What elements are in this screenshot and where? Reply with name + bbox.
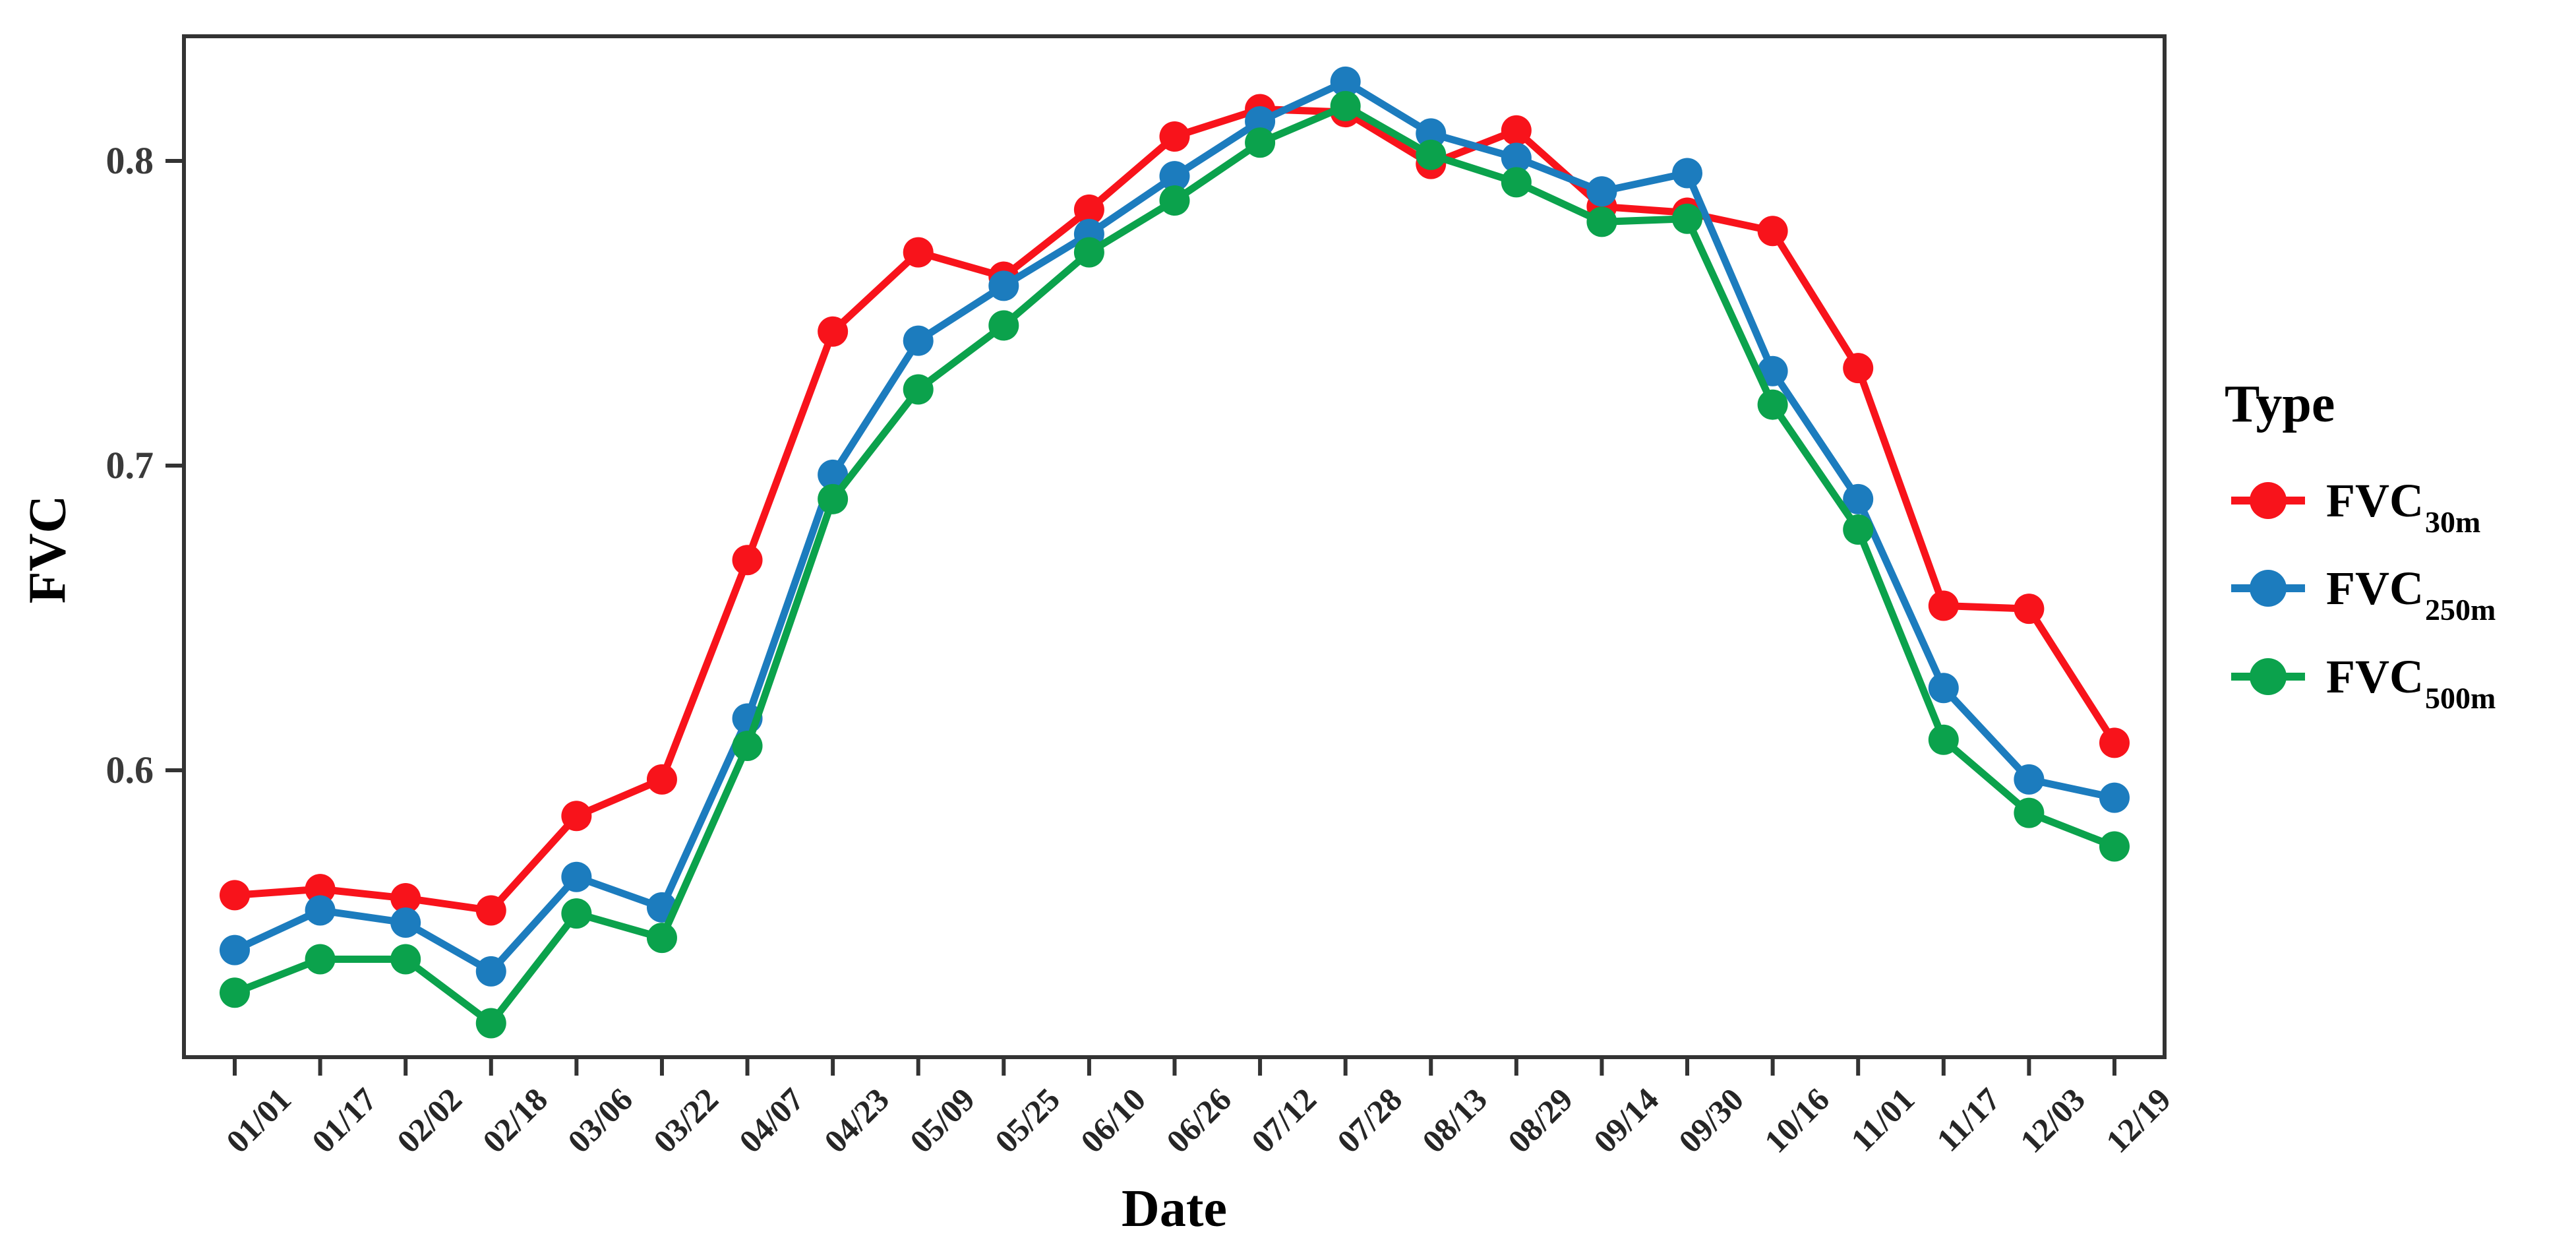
legend-label: FVC30m: [2326, 474, 2481, 539]
data-point-FVC30m-08/29: [1501, 115, 1532, 146]
data-point-FVC500m-12/03: [2014, 797, 2045, 828]
data-point-FVC500m-03/22: [646, 923, 677, 954]
legend-entry-FVC250m: FVC250m: [2229, 562, 2496, 627]
data-point-FVC250m-08/29: [1501, 142, 1532, 173]
data-point-FVC500m-06/26: [1159, 185, 1190, 216]
data-point-FVC500m-11/01: [1843, 514, 1874, 545]
data-point-FVC250m-12/19: [2099, 782, 2130, 813]
data-point-FVC30m-05/09: [903, 237, 934, 268]
legend-label: FVC250m: [2326, 561, 2496, 627]
legend-label: FVC500m: [2326, 650, 2496, 715]
data-point-FVC30m-02/18: [475, 895, 506, 926]
y-axis-title: FVC: [18, 495, 77, 604]
series-line-FVC30m: [231, 105, 2118, 915]
data-point-FVC500m-11/17: [1928, 724, 1959, 755]
data-point-FVC500m-10/16: [1757, 389, 1788, 420]
data-point-FVC250m-01/17: [305, 895, 336, 926]
legend: Type FVC30m FVC250m FVC500m: [2225, 0, 2574, 1255]
data-point-FVC30m-04/23: [818, 316, 849, 347]
data-point-FVC250m-12/03: [2014, 764, 2045, 795]
legend-key-500m: [2231, 658, 2305, 695]
data-point-FVC250m-04/23: [818, 459, 849, 490]
data-point-FVC30m-12/03: [2014, 594, 2045, 625]
legend-title: Type: [2225, 375, 2335, 433]
data-point-FVC30m-06/10: [1073, 194, 1104, 225]
data-point-FVC500m-07/12: [1245, 127, 1276, 158]
data-point-FVC500m-09/30: [1672, 203, 1703, 234]
data-point-FVC500m-09/14: [1586, 206, 1617, 237]
data-point-FVC30m-11/01: [1843, 353, 1874, 384]
data-point-FVC500m-07/28: [1330, 90, 1361, 121]
data-point-FVC30m-10/16: [1757, 216, 1788, 247]
data-point-FVC250m-10/16: [1757, 355, 1788, 386]
data-point-FVC250m-02/02: [390, 907, 421, 938]
data-point-FVC500m-06/10: [1073, 237, 1104, 268]
x-axis-title: Date: [1122, 1180, 1227, 1238]
data-point-FVC250m-07/12: [1245, 106, 1276, 137]
data-point-FVC500m-01/17: [305, 944, 336, 975]
data-point-FVC250m-06/26: [1159, 161, 1190, 192]
data-point-FVC250m-08/13: [1416, 118, 1447, 149]
data-point-FVC30m-06/26: [1159, 121, 1190, 152]
data-point-FVC30m-03/22: [646, 764, 677, 795]
data-point-FVC250m-02/18: [475, 956, 506, 987]
data-point-FVC250m-01/01: [220, 934, 250, 965]
data-point-FVC30m-01/01: [220, 880, 250, 911]
data-point-FVC30m-12/19: [2099, 727, 2130, 758]
data-point-FVC30m-03/06: [561, 801, 592, 832]
data-point-FVC500m-04/07: [732, 731, 763, 762]
data-point-FVC500m-01/01: [220, 977, 250, 1008]
data-point-FVC500m-02/02: [390, 944, 421, 975]
data-point-FVC30m-01/17: [305, 874, 336, 905]
y-tick-label: 0.8: [105, 139, 154, 182]
data-point-FVC30m-02/02: [390, 883, 421, 914]
data-point-FVC30m-11/17: [1928, 590, 1959, 621]
data-point-FVC250m-05/25: [988, 270, 1019, 301]
data-point-FVC250m-03/06: [561, 861, 592, 892]
data-point-FVC250m-09/30: [1672, 158, 1703, 189]
y-tick-label: 0.6: [105, 749, 154, 791]
data-point-FVC250m-05/09: [903, 325, 934, 356]
data-point-FVC500m-05/25: [988, 310, 1019, 341]
data-point-FVC500m-02/18: [475, 1008, 506, 1039]
legend-entry-FVC30m: FVC30m: [2229, 474, 2480, 539]
data-point-FVC500m-08/13: [1416, 139, 1447, 170]
legend-entry-FVC500m: FVC500m: [2229, 650, 2496, 715]
data-point-FVC500m-12/19: [2099, 831, 2130, 862]
legend-key-250m: [2231, 570, 2305, 607]
data-point-FVC500m-04/23: [818, 483, 849, 514]
data-point-FVC250m-11/17: [1928, 673, 1959, 704]
y-tick-label: 0.7: [105, 444, 154, 487]
data-point-FVC500m-03/06: [561, 898, 592, 929]
data-point-FVC30m-04/07: [732, 545, 763, 576]
legend-key-30m: [2231, 482, 2305, 519]
data-point-FVC250m-09/14: [1586, 176, 1617, 207]
data-point-FVC250m-11/01: [1843, 483, 1874, 514]
data-point-FVC500m-05/09: [903, 374, 934, 405]
data-point-FVC250m-07/28: [1330, 66, 1361, 97]
data-point-FVC500m-08/29: [1501, 167, 1532, 198]
